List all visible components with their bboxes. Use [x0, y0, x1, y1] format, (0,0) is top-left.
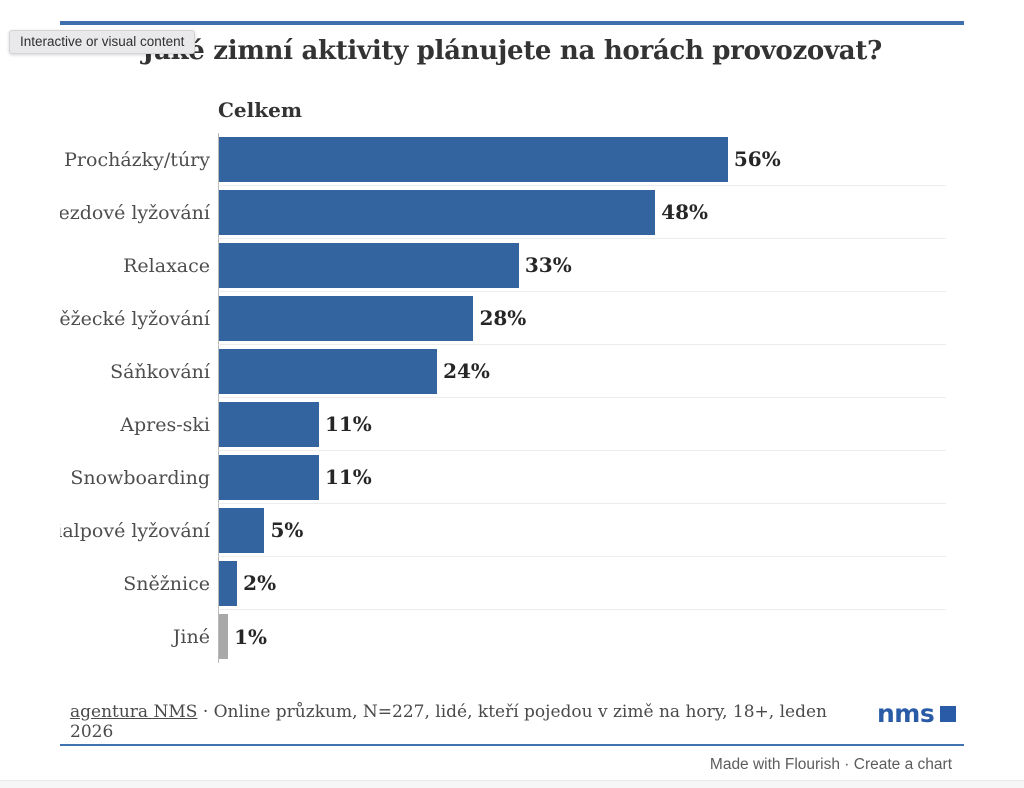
- category-label: ialpové lyžování: [60, 519, 210, 542]
- flourish-credit: Made with Flourish · Create a chart: [710, 756, 952, 774]
- bar-row: ěžecké lyžování 28%: [60, 292, 946, 345]
- bar-chart: Procházky/túry 56% ezdové lyžování 48% Relax…: [60, 133, 946, 663]
- bar-row: ezdové lyžování 48%: [60, 186, 946, 239]
- bar-row: Jiné 1%: [60, 610, 946, 663]
- bar-row: Procházky/túry 56%: [60, 133, 946, 186]
- bar[interactable]: [219, 614, 229, 659]
- value-label: 1%: [234, 624, 267, 649]
- bar[interactable]: [219, 190, 656, 235]
- value-label: 28%: [479, 306, 527, 330]
- plot-area: 2%: [218, 557, 946, 610]
- plot-area: 5%: [218, 504, 946, 557]
- category-label: Snowboarding: [70, 466, 210, 489]
- category-label: Jiné: [172, 625, 210, 648]
- footer-separator: ·: [202, 702, 209, 722]
- chart-title: Jaké zimní aktivity plánujete na horách …: [142, 36, 882, 66]
- legend-label: Celkem: [218, 98, 302, 122]
- bar[interactable]: [219, 455, 319, 500]
- source-link[interactable]: agentura NMS: [70, 702, 198, 722]
- plot-area: 56%: [218, 133, 946, 186]
- category-label: Procházky/túry: [64, 148, 210, 171]
- plot-area: 24%: [218, 345, 946, 398]
- category-label: Apres-ski: [120, 413, 210, 436]
- value-label: 2%: [243, 571, 277, 595]
- value-label: 33%: [524, 253, 572, 277]
- value-label: 24%: [443, 359, 490, 383]
- bar-row: Apres-ski 11%: [60, 398, 946, 451]
- category-label: ěžecké lyžování: [60, 307, 210, 330]
- plot-area: 1%: [218, 610, 946, 663]
- bar[interactable]: [219, 243, 519, 288]
- category-label: Sněžnice: [123, 572, 210, 595]
- plot-area: 28%: [218, 292, 946, 345]
- bar[interactable]: [219, 508, 265, 553]
- bar[interactable]: [219, 137, 728, 182]
- create-a-chart-link[interactable]: Create a chart: [853, 756, 952, 773]
- plot-area: 33%: [218, 239, 946, 292]
- plot-area: 11%: [218, 451, 946, 504]
- bar[interactable]: [219, 561, 238, 606]
- bar-row: Sáňkování 24%: [60, 345, 946, 398]
- category-label: Relaxace: [123, 254, 210, 277]
- value-label: 56%: [733, 147, 781, 171]
- category-label: ezdové lyžování: [60, 201, 210, 224]
- credit-separator: ·: [844, 756, 850, 773]
- bar[interactable]: [219, 402, 319, 447]
- value-label: 11%: [324, 465, 372, 489]
- value-label: 11%: [324, 412, 372, 436]
- nms-logo-square-icon: [940, 706, 957, 722]
- value-label: 48%: [661, 200, 709, 224]
- made-with-flourish-link[interactable]: Made with Flourish: [709, 756, 840, 773]
- bar-row: Relaxace 33%: [60, 239, 946, 292]
- bottom-accent-rule: [60, 744, 964, 746]
- bar[interactable]: [219, 296, 474, 341]
- category-label: Sáňkování: [110, 360, 210, 383]
- content-tooltip: Interactive or visual content: [9, 30, 196, 54]
- source-text: Online průzkum, N=227, lidé, kteří pojed…: [70, 702, 827, 742]
- bar-row: Snowboarding 11%: [60, 451, 946, 504]
- top-accent-rule: [60, 21, 964, 25]
- bar-row: Sněžnice 2%: [60, 557, 946, 610]
- page-bottom-strip: [0, 780, 1024, 788]
- nms-logo-text: nms: [877, 698, 935, 728]
- plot-area: 11%: [218, 398, 946, 451]
- value-label: 5%: [270, 518, 304, 542]
- footer-source: agentura NMS · Online průzkum, N=227, li…: [70, 702, 860, 742]
- plot-area: 48%: [218, 186, 946, 239]
- bar[interactable]: [219, 349, 438, 394]
- nms-logo[interactable]: nms: [877, 698, 957, 728]
- bar-row: ialpové lyžování 5%: [60, 504, 946, 557]
